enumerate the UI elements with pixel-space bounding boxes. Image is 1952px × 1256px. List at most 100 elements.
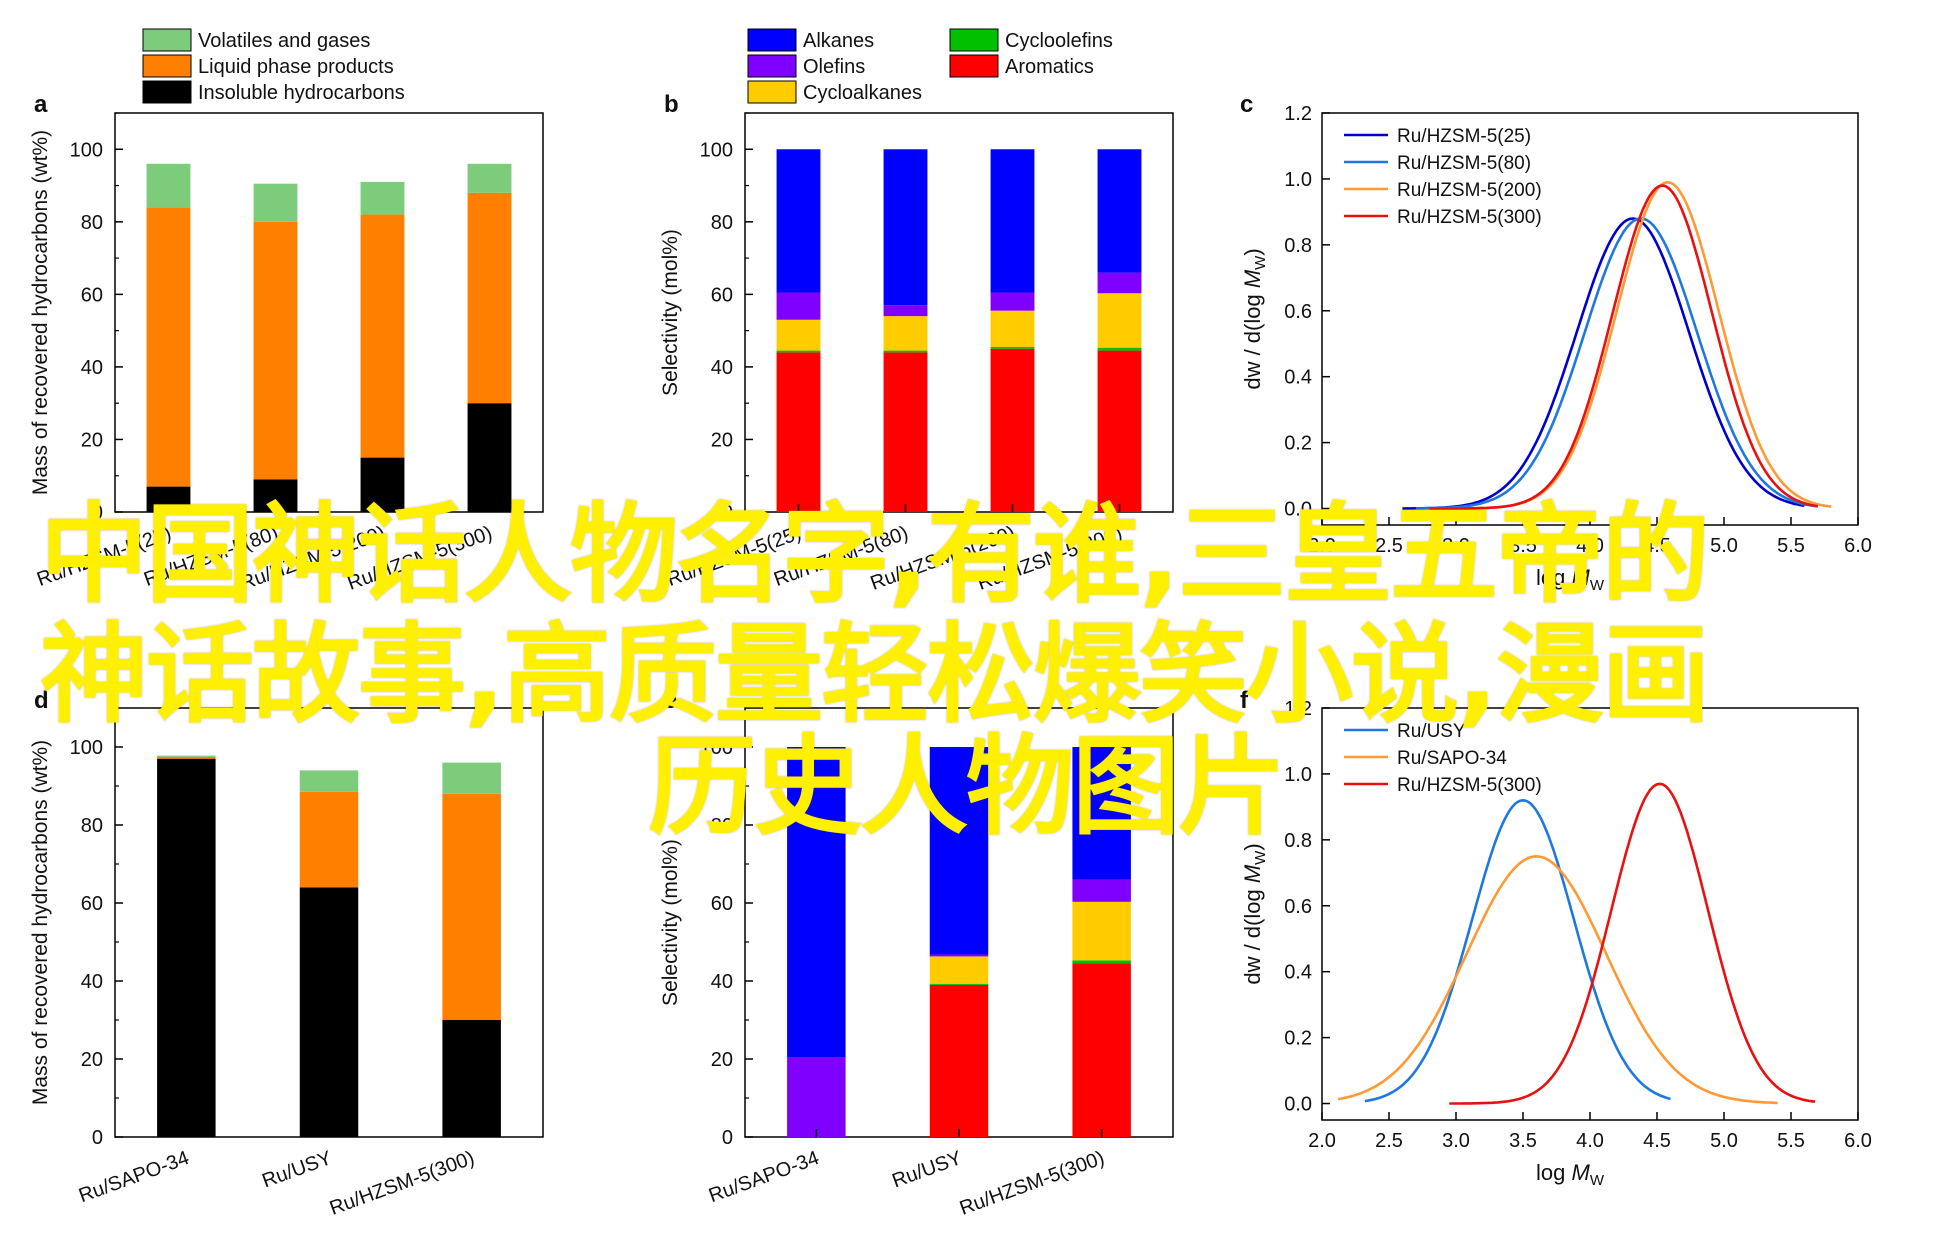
y-axis-label-italic: M [1240, 269, 1265, 288]
legend-label-volatiles: Volatiles and gases [198, 30, 370, 52]
panel-label-f: f [1240, 687, 1249, 714]
bar-segment-cycloolefins [929, 983, 989, 985]
bar-segment-olefins [1072, 879, 1131, 902]
y-tick-label: 20 [711, 1049, 733, 1071]
legend-label-aromatics: Aromatics [1005, 56, 1094, 78]
legend-label-liquid: Liquid phase products [198, 56, 394, 78]
bar-segment-cycloalkanes [990, 310, 1035, 347]
plot-frame [114, 112, 544, 513]
y-tick-label: 100 [70, 139, 103, 161]
bar-segment-volatiles-and-gases [360, 181, 405, 215]
y-tick-label: 0 [92, 502, 103, 524]
bar-segment-olefins [883, 305, 928, 317]
bar-segment-liquid-phase-products [146, 207, 191, 487]
y-tick-label: 60 [81, 284, 103, 306]
y-tick-label: 0.8 [1284, 235, 1312, 257]
legend-swatch-cycloalkanes [747, 80, 797, 104]
legend-label-cycloalkanes: Cycloalkanes [803, 82, 922, 104]
bar-segment-liquid-phase-products [467, 192, 512, 404]
y-tick-label: 0.4 [1284, 367, 1312, 389]
x-tick-label: Ru/HZSM-5(300) [957, 1147, 1108, 1220]
legend-label-ru-hzsm-5-300: Ru/HZSM-5(300) [1397, 775, 1542, 796]
y-tick-label: 1.0 [1284, 169, 1312, 191]
series-line-ru-hzsm-5-80 [1415, 217, 1818, 510]
y-axis-label: Selectivity (mol%) [659, 229, 682, 396]
y-tick-label: 0.0 [1284, 499, 1312, 521]
y-tick-label: 80 [711, 212, 733, 234]
panel-a-bar-chart: 0 20 40 60 80 100 Mass of recovered hydrocarbo… [29, 112, 544, 595]
x-tick-label: 3.5 [1509, 535, 1537, 557]
legend-label-ru-usy: Ru/USY [1397, 721, 1466, 742]
bar-segment-cycloolefins [776, 350, 821, 353]
bar-segment-cycloalkanes [883, 316, 928, 351]
y-tick-label: 60 [81, 893, 103, 915]
x-tick-label: 3.5 [1509, 1130, 1537, 1152]
x-tick-label: Ru/SAPO-34 [76, 1147, 192, 1207]
y-axis-label-close: ) [1240, 843, 1265, 850]
bar-segment-liquid-phase-products [157, 756, 216, 759]
series-line-ru-hzsm-5-25 [1402, 217, 1805, 510]
y-tick-label: 0.8 [1284, 830, 1312, 852]
x-axis-label: log MW [1536, 1160, 1605, 1189]
legend-swatch-liquid [142, 54, 192, 78]
legend-swatch-volatiles [142, 28, 192, 52]
panel-e-bar-chart: 0 20 40 60 80 100 Selectivity (mol%) Ru/SAPO-34… [659, 707, 1174, 1220]
x-axis-label: log MW [1536, 565, 1605, 594]
y-tick-label: 1.2 [1284, 103, 1312, 125]
bar-segment-cycloalkanes [929, 956, 989, 984]
bar-segment-volatiles-and-gases [146, 163, 191, 208]
y-tick-label: 100 [700, 139, 733, 161]
bar-segment-olefins [929, 954, 989, 957]
series-line-ru-hzsm-5-300 [1449, 782, 1816, 1105]
y-tick-label: 100 [70, 737, 103, 759]
bar-segment-aromatics [990, 348, 1035, 512]
bar-segment-alkanes [776, 149, 821, 293]
bar-segment-alkanes [787, 747, 846, 1058]
x-tick-label: 2.0 [1308, 1130, 1336, 1152]
bar-segment-alkanes [929, 747, 989, 955]
y-tick-label: 1.0 [1284, 764, 1312, 786]
y-tick-label: 80 [711, 815, 733, 837]
x-tick-label: 4.5 [1643, 1130, 1671, 1152]
y-tick-label: 60 [711, 284, 733, 306]
legend-swatch-olefins [747, 54, 797, 78]
x-tick-label: Ru/USY [889, 1147, 964, 1192]
legend-label-cycloolefins: Cycloolefins [1005, 30, 1113, 52]
x-tick-label: 5.5 [1777, 1130, 1805, 1152]
x-axis-label-italic: M [1571, 1160, 1590, 1185]
y-tick-label: 40 [711, 971, 733, 993]
legend-label-insoluble: Insoluble hydrocarbons [198, 82, 405, 104]
x-tick-label: 3.0 [1442, 535, 1470, 557]
y-axis-label-subscript: W [1252, 850, 1269, 865]
bar-segment-volatiles-and-gases [157, 755, 216, 757]
x-tick-label: Ru/USY [259, 1147, 334, 1192]
bar-segment-cycloolefins [1072, 960, 1131, 964]
bar-segment-insoluble-hydrocarbons [442, 1020, 501, 1137]
legend-label-olefins: Olefins [803, 56, 865, 78]
series-line-ru-sapo-34 [1337, 854, 1778, 1105]
bar-segment-cycloolefins [883, 350, 928, 353]
x-tick-label: 5.0 [1710, 1130, 1738, 1152]
y-tick-label: 0.6 [1284, 301, 1312, 323]
x-tick-label: 2.0 [1308, 535, 1336, 557]
bar-segment-alkanes [1097, 149, 1142, 273]
y-axis-label: Mass of recovered hydrocarbons (wt%) [29, 740, 52, 1105]
x-tick-label: 5.5 [1777, 535, 1805, 557]
panel-label-e: e [664, 687, 677, 714]
bar-segment-aromatics [929, 984, 989, 1137]
bar-segment-alkanes [990, 149, 1035, 293]
panel-d-bar-chart: 0 20 40 60 80 100 Mass of recovered hydrocarbo… [29, 707, 544, 1220]
bar-segment-aromatics [883, 352, 928, 512]
y-tick-label: 20 [81, 1049, 103, 1071]
bar-segment-olefins [1097, 272, 1142, 294]
x-tick-label: 5.0 [1710, 535, 1738, 557]
bar-segment-volatiles-and-gases [299, 770, 359, 792]
y-tick-label: 0.6 [1284, 896, 1312, 918]
y-tick-label: 40 [711, 357, 733, 379]
x-tick-label: 4.0 [1576, 535, 1604, 557]
y-axis-label: Selectivity (mol%) [659, 839, 682, 1006]
bar-segment-olefins [990, 292, 1035, 311]
panel-label-d: d [34, 687, 49, 714]
bar-segment-cycloalkanes [1072, 901, 1131, 961]
